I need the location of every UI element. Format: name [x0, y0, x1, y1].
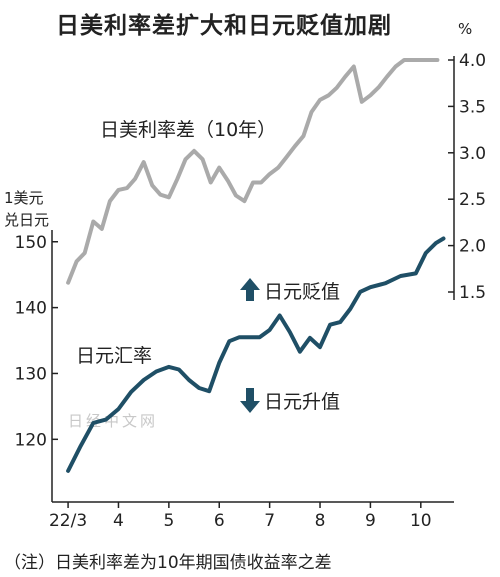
series-label-fx: 日元汇率 — [76, 345, 152, 367]
x-tick-label: 10 — [410, 511, 432, 531]
annotation-yen-weaker: 日元贬值 — [264, 281, 340, 303]
x-tick-label: 4 — [113, 511, 124, 531]
footnote: （注）日美利率差为10年期国债收益率之差 — [4, 553, 332, 573]
left-tick-label: 130 — [15, 364, 47, 384]
left-axis-unit-line1: 1美元 — [4, 189, 44, 207]
left-tick-label: 140 — [15, 299, 47, 319]
right-tick-label: 2.5 — [459, 190, 486, 210]
left-axis-unit-line2: 兑日元 — [4, 211, 49, 229]
right-axis-unit: % — [458, 20, 472, 38]
right-tick-label: 1.5 — [459, 283, 486, 303]
x-tick-label: 8 — [315, 511, 326, 531]
series-line-fx — [66, 236, 446, 473]
right-tick-label: 3.0 — [459, 144, 486, 164]
chart-title: 日美利率差扩大和日元贬值加剧 — [56, 13, 392, 39]
series-label-spread: 日美利率差（10年） — [100, 119, 276, 141]
right-tick-label: 4.0 — [459, 51, 486, 71]
right-tick-label: 3.5 — [459, 97, 486, 117]
series-line-spread — [66, 58, 440, 285]
x-tick-label: 22/3 — [49, 511, 87, 531]
x-tick-label: 6 — [214, 511, 225, 531]
left-tick-label: 150 — [15, 233, 47, 253]
x-tick-label: 5 — [163, 511, 174, 531]
left-tick-label: 120 — [15, 430, 47, 450]
x-tick-label: 7 — [264, 511, 275, 531]
annotation-yen-stronger: 日元升值 — [264, 391, 340, 413]
x-tick-label: 9 — [365, 511, 376, 531]
right-tick-label: 2.0 — [459, 237, 486, 257]
arrow-up-icon — [240, 278, 260, 301]
arrow-down-icon — [240, 388, 260, 413]
